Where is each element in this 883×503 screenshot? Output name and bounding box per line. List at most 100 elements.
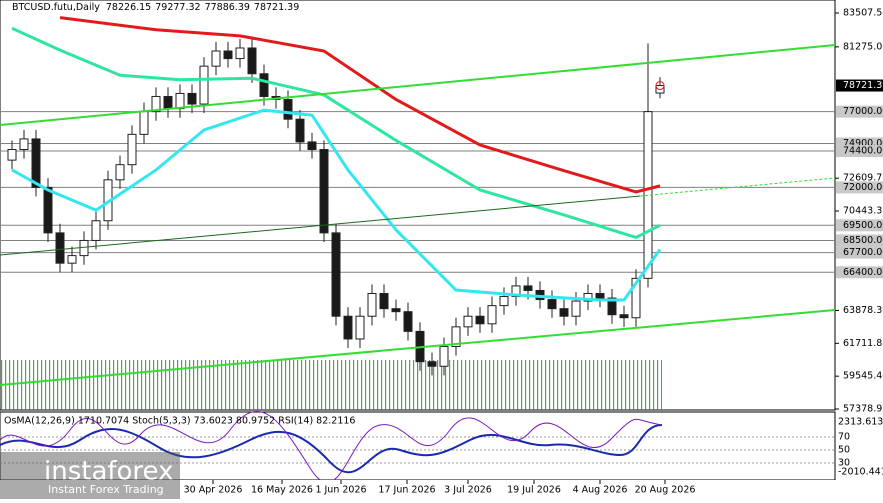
candle-body (43, 186, 53, 234)
candle-body (259, 73, 269, 97)
volume-bars (0, 360, 662, 410)
candle-body (523, 285, 533, 291)
ohlc-close: 78721.39 (254, 2, 299, 13)
candle-body (31, 138, 41, 188)
candle-body (319, 149, 329, 234)
x-tick-label: 16 May 2026 (251, 485, 313, 496)
x-tick-label: 20 Aug 2026 (635, 485, 696, 496)
osc-line (0, 424, 663, 474)
level-box (836, 181, 883, 194)
oscillator-label: OsMA(12,26,9) 1710.7074 Stoch(5,3,3) 73.… (4, 416, 355, 427)
y-tick-label: 72609.75 (843, 173, 883, 184)
osc-scale-label: 50 (838, 445, 850, 456)
candle-body (7, 149, 17, 161)
level-label: 69500.00 (843, 220, 883, 231)
level-box (836, 266, 883, 279)
last-price-box (836, 79, 883, 92)
time-axis (0, 480, 883, 499)
candle-body (235, 47, 245, 60)
trend-line (0, 309, 836, 386)
candle-body (511, 285, 521, 298)
level-label: 68500.00 (843, 235, 883, 246)
osc-scale-label: 70 (838, 432, 850, 443)
y-tick-label: 57378.95 (843, 404, 883, 415)
level-label: 74900.00 (843, 138, 883, 149)
candle-body (547, 299, 557, 310)
candle-body (67, 255, 77, 264)
trend-line (639, 177, 836, 197)
candle-body (199, 65, 209, 105)
candle-body (283, 99, 293, 120)
watermark-tagline: Instant Forex Trading (48, 483, 164, 496)
osc-scale-label: 2313.6133 (838, 417, 883, 428)
candle-body (487, 305, 497, 325)
last-marker (655, 81, 665, 91)
y-tick-label: 63878.30 (843, 305, 883, 316)
symbol: BTCUSD.futu,Daily (12, 2, 100, 13)
candle-body (91, 220, 101, 241)
trend-line (0, 44, 836, 126)
level-box (836, 145, 883, 158)
y-tick-label: 70443.30 (843, 205, 883, 216)
candle-body (187, 92, 197, 105)
ohlc-open: 78226.15 (106, 2, 151, 13)
candle-body (139, 111, 149, 135)
oscillator-pane (0, 411, 836, 481)
x-tick-label: 17 Jun 2026 (378, 485, 435, 496)
candle-body (451, 326, 461, 348)
level-box (836, 246, 883, 259)
osc-scale-label: 30 (838, 458, 850, 469)
level-box (836, 234, 883, 247)
candle-body (367, 292, 377, 317)
candle-body (151, 95, 161, 113)
candle-body (595, 292, 605, 299)
candle-body (391, 308, 401, 313)
level-label: 67700.00 (843, 247, 883, 258)
x-tick-label: 3 Jul 2026 (444, 485, 492, 496)
y-tick-label: 81275.00 (843, 41, 883, 52)
candle-body (55, 232, 65, 264)
candle-body (163, 95, 173, 110)
x-tick-label: 4 Aug 2026 (573, 485, 628, 496)
candle-body (331, 232, 341, 317)
candle-body (571, 300, 581, 317)
candle-body (559, 308, 569, 317)
candle-body (223, 50, 233, 60)
candle-body (475, 315, 485, 325)
level-label: 72000.00 (843, 182, 883, 193)
level-label: 66400.00 (843, 267, 883, 278)
candle-body (355, 315, 365, 340)
trend-line (0, 195, 641, 256)
x-tick-label: 1 Jun 2026 (315, 485, 366, 496)
chart-header: BTCUSD.futu,Daily 78226.15 79277.32 77886.3… (12, 2, 299, 13)
x-tick-label: 19 Jul 2026 (507, 485, 561, 496)
y-tick-label: 59545.40 (843, 371, 883, 382)
candle-body (403, 311, 413, 332)
level-label: 74400.00 (843, 146, 883, 157)
candle-body (379, 292, 389, 310)
candle-body (307, 141, 317, 151)
level-label: 77000.00 (843, 106, 883, 117)
candle-body (175, 92, 185, 110)
candle-body (19, 138, 29, 151)
candle-body (79, 239, 89, 257)
osc-line (0, 410, 663, 483)
moving-average (59, 16, 661, 194)
x-tick-label: 30 Apr 2026 (184, 485, 243, 496)
watermark-bg (0, 452, 180, 499)
candle-body (607, 297, 617, 316)
candle-body (583, 292, 593, 302)
candle-body (631, 277, 641, 319)
watermark-brand: instaforex (44, 457, 173, 487)
y-tick-label: 83507.50 (843, 8, 883, 19)
candle-body (247, 47, 257, 75)
last-price-label: 78721.39 (843, 80, 883, 91)
y-tick-label: 61711.85 (843, 338, 883, 349)
ohlc-low: 77886.39 (205, 2, 250, 13)
candle-body (295, 118, 305, 143)
candle-body (427, 361, 437, 367)
candle-body (439, 346, 449, 367)
candle-body (127, 133, 137, 166)
ohlc-high: 79277.32 (155, 2, 200, 13)
